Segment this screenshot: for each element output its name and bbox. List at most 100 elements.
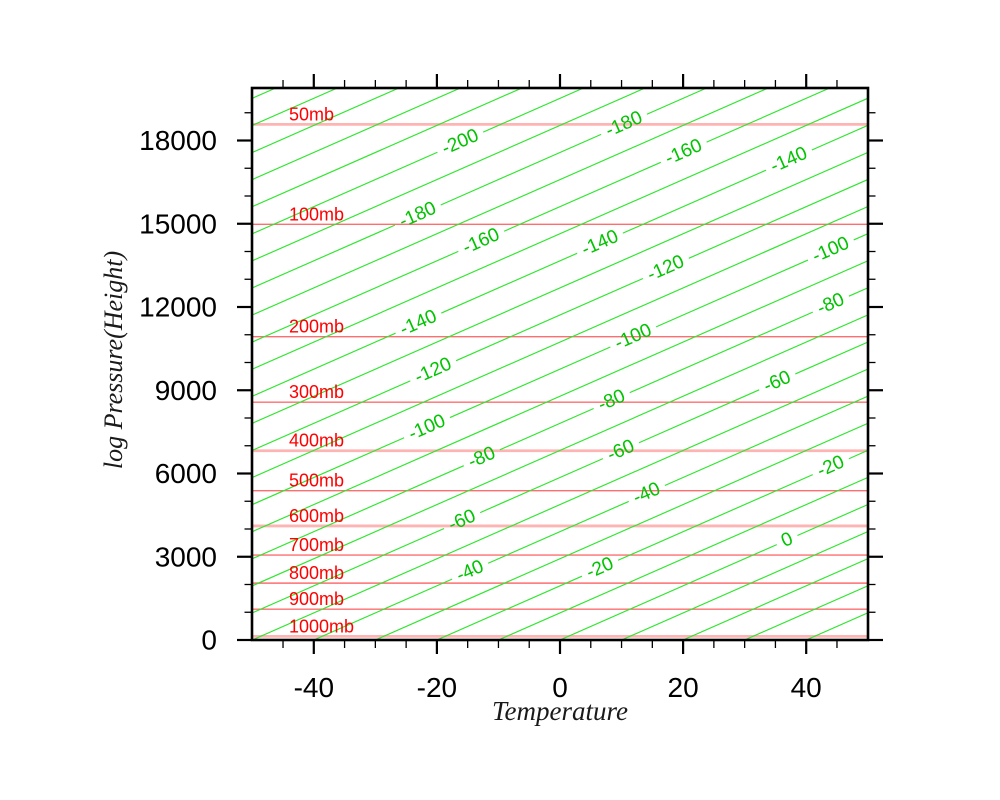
isotherm-line bbox=[375, 422, 868, 640]
isotherm-line bbox=[848, 287, 868, 297]
isotherm-line bbox=[499, 407, 594, 451]
isobar-label: 200mb bbox=[289, 317, 344, 337]
isotherm-label: -140 bbox=[397, 306, 440, 341]
isotherm-line bbox=[638, 389, 760, 444]
isotherm-line bbox=[252, 368, 868, 640]
isotherm-line bbox=[682, 558, 868, 640]
isotherm-line bbox=[805, 612, 868, 640]
isotherm-label: -60 bbox=[760, 367, 794, 397]
isotherm-line bbox=[646, 88, 707, 115]
isotherm-line bbox=[621, 531, 868, 640]
isotherm-label: -60 bbox=[604, 436, 638, 466]
isotherm-line bbox=[252, 88, 523, 208]
isotherm-line bbox=[252, 88, 400, 154]
isobar-label: 900mb bbox=[289, 589, 344, 609]
isotherm-line bbox=[252, 314, 868, 587]
isotherm-label: -40 bbox=[630, 478, 664, 508]
isotherm-line bbox=[622, 169, 767, 234]
isobar-labels-layer: 50mb 100mb 200mb 300mb 400mb 500mb 600mb 700mb 8… bbox=[289, 104, 354, 636]
isotherm-line bbox=[252, 97, 868, 370]
isotherm-label: -140 bbox=[767, 143, 810, 178]
isotherm-line bbox=[688, 178, 868, 259]
isobar-label: 50mb bbox=[289, 104, 334, 124]
isotherm-line bbox=[503, 161, 662, 232]
isobar-label: 400mb bbox=[289, 431, 344, 451]
isotherm-line bbox=[436, 575, 583, 640]
x-tick-label: -40 bbox=[294, 672, 334, 703]
isotherm-line bbox=[252, 88, 646, 262]
isotherm-line bbox=[853, 233, 868, 241]
axis-ticks-layer bbox=[237, 74, 883, 654]
isotherm-lines-layer bbox=[252, 88, 868, 640]
y-axis-title: log Pressure(Height) bbox=[99, 251, 128, 469]
isotherm-line bbox=[617, 474, 813, 561]
isotherm-label: -40 bbox=[453, 556, 487, 586]
isotherm-line bbox=[252, 380, 411, 452]
isobar-label: 300mb bbox=[289, 382, 344, 402]
isotherm-line bbox=[559, 544, 778, 640]
isotherm-line bbox=[441, 252, 578, 314]
isotherm-line bbox=[797, 503, 868, 537]
y-tick-label: 12000 bbox=[139, 292, 217, 323]
isotherm-line bbox=[252, 88, 276, 99]
isotherm-line bbox=[252, 151, 868, 424]
x-axis-title: Temperature bbox=[492, 696, 628, 726]
isotherm-line bbox=[629, 311, 813, 394]
isotherm-line bbox=[744, 585, 868, 640]
isobar-label: 700mb bbox=[289, 535, 344, 555]
isotherm-line bbox=[811, 124, 868, 151]
isotherm-line bbox=[252, 88, 461, 181]
isotherm-label: -100 bbox=[612, 320, 655, 355]
isotherm-line bbox=[252, 224, 396, 289]
isotherm-label: -100 bbox=[405, 410, 448, 445]
isotherm-line bbox=[252, 260, 868, 533]
isotherm-label: 0 bbox=[778, 528, 796, 551]
isobar-label: 100mb bbox=[289, 204, 344, 224]
isotherm-label: -180 bbox=[602, 107, 645, 142]
isotherm-line bbox=[479, 458, 604, 514]
isotherm-label: -100 bbox=[809, 233, 852, 268]
y-tick-label: 9000 bbox=[155, 375, 217, 406]
isotherm-label: -140 bbox=[578, 226, 621, 261]
y-tick-label: 3000 bbox=[155, 541, 217, 572]
isotherm-line bbox=[664, 395, 868, 487]
plot-frame bbox=[250, 86, 870, 642]
isotherm-line bbox=[252, 250, 459, 343]
isotherm-line bbox=[252, 151, 438, 235]
x-tick-label: 40 bbox=[791, 672, 822, 703]
isotherm-line bbox=[440, 133, 602, 206]
isotherm-label: -80 bbox=[595, 385, 629, 415]
isotherm-line bbox=[487, 500, 629, 564]
isobar-label: 600mb bbox=[289, 506, 344, 526]
isotherm-label: -60 bbox=[445, 505, 479, 535]
isotherm-line bbox=[252, 332, 396, 397]
isotherm-line bbox=[848, 449, 868, 460]
y-tick-label: 6000 bbox=[155, 458, 217, 489]
y-tick-label: 15000 bbox=[139, 208, 217, 239]
isotherm-line bbox=[252, 88, 769, 316]
isotherm-line bbox=[313, 578, 453, 640]
isotherm-line bbox=[706, 88, 830, 143]
isotherm-line bbox=[455, 277, 644, 362]
isotherm-label: -200 bbox=[439, 125, 482, 160]
y-tick-label: 0 bbox=[201, 625, 217, 656]
isobar-label: 800mb bbox=[289, 563, 344, 583]
isotherm-line bbox=[655, 259, 809, 328]
isobar-label: 500mb bbox=[289, 471, 344, 491]
isotherm-line bbox=[482, 88, 584, 133]
x-tick-label: 20 bbox=[668, 672, 699, 703]
isotherm-label: -20 bbox=[583, 553, 617, 583]
isotherm-label: -20 bbox=[814, 452, 848, 482]
isotherm-label: -160 bbox=[662, 135, 705, 170]
isotherm-line bbox=[252, 527, 445, 614]
isotherm-label: -120 bbox=[412, 354, 455, 389]
isotherm-label: -180 bbox=[396, 198, 439, 233]
isotherm-label: -80 bbox=[465, 443, 499, 473]
isotherm-label: -80 bbox=[814, 289, 848, 319]
isotherm-line bbox=[498, 476, 868, 640]
isobar-label: 1000mb bbox=[289, 616, 354, 636]
isotherm-label: -160 bbox=[460, 224, 503, 259]
isotherm-line bbox=[449, 346, 611, 419]
